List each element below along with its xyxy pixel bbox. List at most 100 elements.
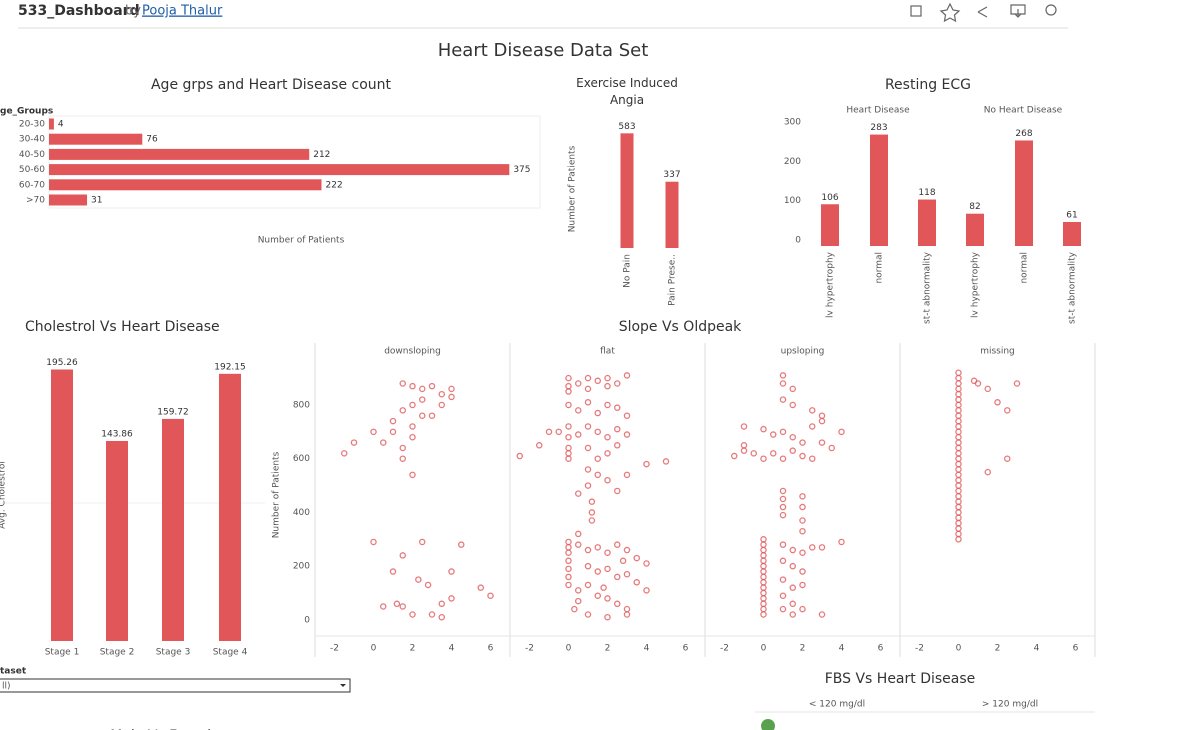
point: [955, 380, 962, 387]
point: [828, 444, 836, 452]
point: [594, 592, 602, 599]
point: [760, 589, 767, 597]
x-tick-label: Stage 4: [213, 648, 248, 658]
point: [584, 466, 592, 473]
point: [409, 382, 416, 390]
point: [565, 433, 572, 441]
point: [662, 458, 670, 465]
point: [565, 573, 572, 581]
point: [565, 450, 572, 457]
point: [779, 592, 787, 599]
point: [487, 592, 494, 599]
point: [760, 584, 767, 591]
point: [428, 611, 436, 618]
point: [399, 407, 406, 414]
point: [604, 549, 611, 556]
point: [760, 546, 767, 554]
point: [604, 433, 611, 441]
point: [809, 423, 816, 430]
point: [799, 452, 806, 460]
point: [955, 385, 962, 393]
value-label: 212: [313, 150, 330, 160]
y-tick-label: 200: [784, 157, 801, 167]
fbs-header: > 120 mg/dl: [982, 700, 1038, 710]
point: [955, 374, 962, 382]
point: [760, 568, 767, 575]
bar: [870, 134, 888, 246]
x-tick-label: 6: [878, 644, 884, 654]
panel-header: flat: [600, 347, 615, 357]
point: [955, 493, 962, 500]
point: [565, 549, 572, 556]
dropdown-arrow[interactable]: [340, 684, 346, 687]
chart-title-box: Exercise Induced Angia: [576, 76, 678, 107]
point: [584, 562, 592, 570]
bar: [966, 213, 984, 246]
point: [565, 423, 572, 430]
point: [955, 498, 962, 505]
point: [399, 455, 406, 462]
filter-dropdown[interactable]: [0, 678, 351, 693]
point: [809, 544, 816, 551]
bar: [918, 199, 936, 246]
author-link[interactable]: Pooja Thalur: [142, 4, 223, 19]
point: [448, 393, 455, 401]
panel-header: downsloping: [384, 347, 441, 357]
point: [448, 595, 455, 602]
subscribe-icon[interactable]: [1045, 4, 1057, 16]
value-label: 61: [1066, 210, 1077, 220]
value-label: 268: [1015, 129, 1032, 139]
point: [770, 450, 777, 457]
duplicate-icon[interactable]: [910, 5, 922, 17]
point: [623, 570, 631, 578]
point: [799, 549, 806, 556]
point: [584, 581, 592, 589]
value-label: 31: [91, 196, 102, 206]
point: [955, 423, 962, 430]
point: [614, 487, 621, 495]
value-label: 118: [918, 188, 935, 198]
y-axis-label: Number of Patients: [272, 451, 282, 538]
point: [955, 450, 962, 457]
y-tick-label: 800: [293, 400, 310, 410]
point: [604, 382, 611, 390]
share-icon[interactable]: [977, 6, 988, 18]
point: [588, 509, 596, 516]
bar: [51, 369, 73, 641]
point: [594, 377, 602, 385]
point: [516, 452, 524, 460]
point: [438, 600, 445, 608]
point: [789, 385, 797, 393]
point: [994, 399, 1001, 406]
panel-header: upsloping: [781, 347, 825, 357]
x-tick-label: 2: [410, 644, 416, 654]
point: [604, 613, 611, 621]
point: [955, 460, 962, 468]
point: [393, 600, 401, 608]
point: [789, 611, 797, 618]
point: [740, 447, 748, 454]
point: [584, 611, 592, 618]
bar: [665, 181, 679, 248]
point: [418, 412, 426, 419]
point: [1013, 380, 1021, 387]
point: [399, 444, 406, 452]
value-label: 159.72: [157, 407, 189, 417]
x-tick-label: 6: [1073, 644, 1079, 654]
download-icon[interactable]: [1010, 4, 1026, 18]
point: [779, 557, 787, 565]
point: [370, 428, 377, 436]
x-axis-label: Number of Patients: [258, 236, 345, 246]
point: [955, 401, 962, 409]
point: [955, 390, 962, 398]
point: [955, 482, 962, 489]
value-label: 82: [969, 202, 980, 212]
point: [350, 439, 358, 446]
point: [623, 546, 631, 554]
point: [740, 442, 748, 449]
point: [389, 428, 397, 436]
point: [1004, 407, 1011, 414]
favorite-icon[interactable]: [939, 2, 961, 23]
point: [643, 587, 650, 594]
next-chart-title: Male Vs Female: [110, 728, 220, 730]
